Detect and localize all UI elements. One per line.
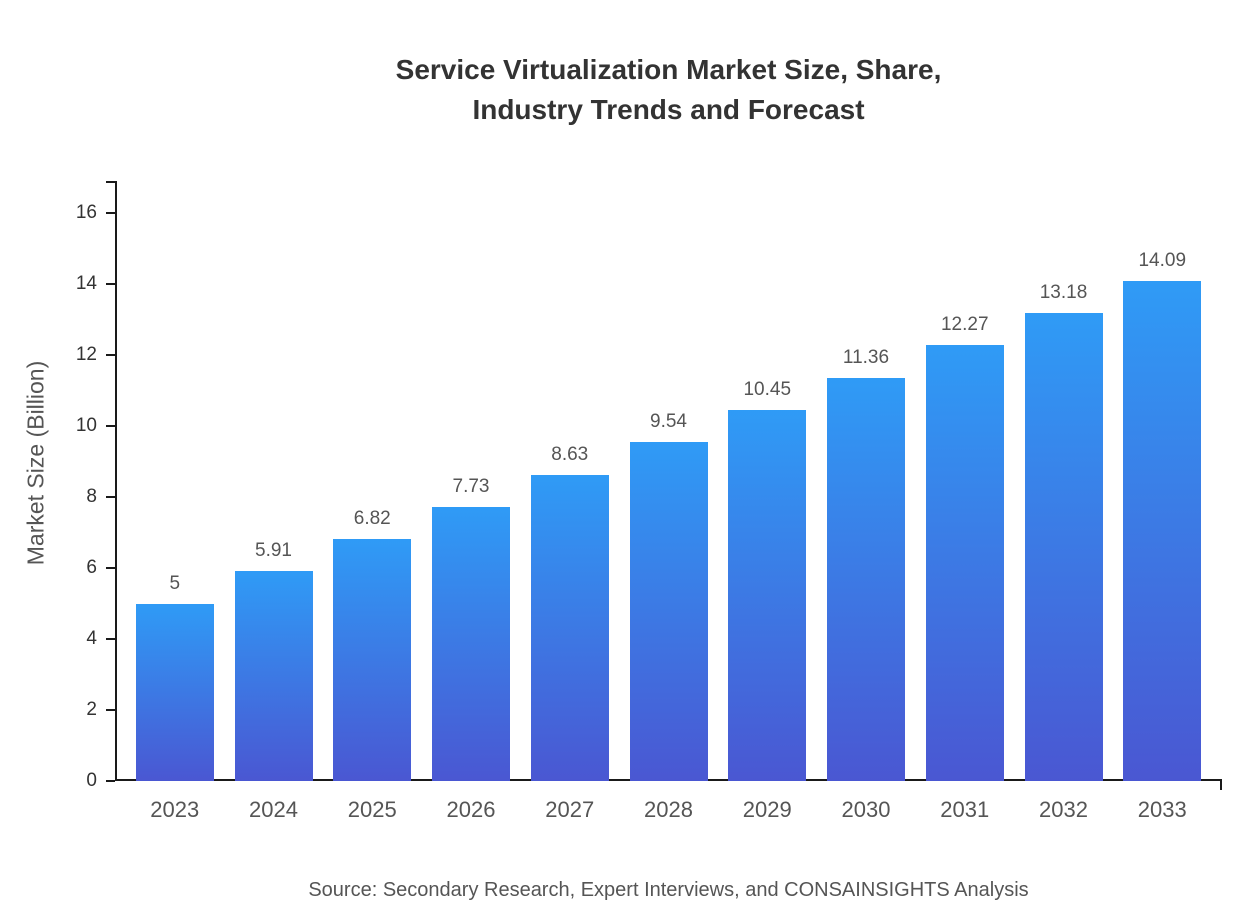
- bar-2026: [432, 506, 510, 781]
- bar-value-label: 5: [169, 572, 181, 594]
- bar-column-2026: 7.73 2026: [432, 213, 510, 822]
- y-axis-line: [115, 181, 117, 781]
- x-tick-label: 2029: [742, 797, 792, 822]
- bar-2027: [530, 474, 609, 781]
- bar-value-label: 10.45: [743, 379, 792, 401]
- bar-column-2032: 13.18 2032: [1024, 213, 1103, 822]
- x-tick-label: 2031: [940, 797, 990, 822]
- bar-value-label: 5.91: [255, 540, 292, 562]
- chart-title: Service Virtualization Market Size, Shar…: [115, 50, 1222, 130]
- bar-value-label: 12.27: [940, 314, 989, 336]
- y-tick-label: 14: [75, 273, 97, 294]
- bar-2028: [629, 442, 708, 781]
- y-axis-title: Market Size (Billion): [22, 360, 49, 566]
- bar-column-2033: 14.09 2033: [1123, 213, 1202, 822]
- x-tick-label: 2032: [1039, 797, 1088, 822]
- y-tick-mark: [106, 638, 115, 640]
- y-tick-mark: [106, 780, 115, 782]
- x-tick-label: 2027: [545, 797, 595, 822]
- bar-column-2023: 5 2023: [135, 213, 214, 822]
- bar-value-label: 6.82: [353, 507, 391, 529]
- x-tick-label: 2028: [644, 797, 693, 822]
- bar-column-2024: 5.91 2024: [234, 213, 313, 822]
- y-axis-end-tick: [106, 181, 115, 183]
- bar-2024: [234, 571, 313, 781]
- bar-value-label: 9.54: [650, 411, 687, 433]
- bar-column-2029: 10.45 2029: [728, 213, 807, 822]
- x-tick-label: 2030: [841, 797, 891, 822]
- bar-column-2030: 11.36 2030: [827, 213, 905, 822]
- y-tick-label: 6: [86, 557, 97, 578]
- x-tick-label: 2026: [446, 797, 496, 822]
- x-tick-label: 2024: [249, 797, 298, 822]
- y-tick-label: 8: [86, 486, 97, 507]
- y-tick-mark: [106, 425, 115, 427]
- bar-2025: [333, 538, 412, 781]
- y-tick-mark: [106, 212, 115, 214]
- chart-title-line1: Service Virtualization Market Size, Shar…: [395, 54, 942, 85]
- bar-column-2031: 12.27 2031: [925, 213, 1004, 822]
- x-axis-end-tick: [1220, 781, 1222, 790]
- plot-area: 5 2023 5.91 2024 6.82 2025 7.73 2026 8.63 2027 9.5…: [76, 181, 1222, 822]
- bar-value-label: 14.09: [1138, 249, 1187, 271]
- bar-2031: [925, 345, 1004, 781]
- bar-column-2025: 6.82 2025: [333, 213, 412, 822]
- bar-2023: [135, 603, 214, 781]
- bar-2033: [1123, 280, 1202, 781]
- bar-value-label: 8.63: [551, 443, 589, 465]
- y-tick-label: 16: [75, 202, 97, 223]
- bar-2029: [728, 410, 807, 781]
- y-tick-mark: [106, 567, 115, 569]
- bars-area: 5 2023 5.91 2024 6.82 2025 7.73 2026 8.63 2027 9.5…: [115, 213, 1222, 822]
- y-tick-label: 2: [86, 699, 97, 720]
- x-tick-label: 2033: [1137, 797, 1187, 822]
- bar-value-label: 11.36: [842, 346, 890, 368]
- y-tick-label: 12: [75, 344, 97, 365]
- bar-column-2028: 9.54 2028: [629, 213, 708, 822]
- bar-2032: [1024, 313, 1103, 781]
- bar-column-2027: 8.63 2027: [530, 213, 609, 822]
- y-tick-mark: [106, 354, 115, 356]
- y-tick-label: 10: [75, 415, 97, 436]
- y-tick-mark: [106, 709, 115, 711]
- chart-title-line2: Industry Trends and Forecast: [472, 94, 865, 125]
- x-tick-label: 2025: [347, 797, 397, 822]
- y-tick-label: 4: [86, 628, 97, 649]
- x-tick-label: 2023: [150, 797, 200, 822]
- bar-value-label: 7.73: [452, 475, 490, 497]
- bar-value-label: 13.18: [1039, 282, 1088, 304]
- y-tick-mark: [106, 283, 115, 285]
- source-attribution: Source: Secondary Research, Expert Inter…: [308, 879, 1029, 901]
- y-tick-label: 0: [86, 770, 97, 791]
- y-tick-mark: [106, 496, 115, 498]
- bar-2030: [827, 377, 905, 781]
